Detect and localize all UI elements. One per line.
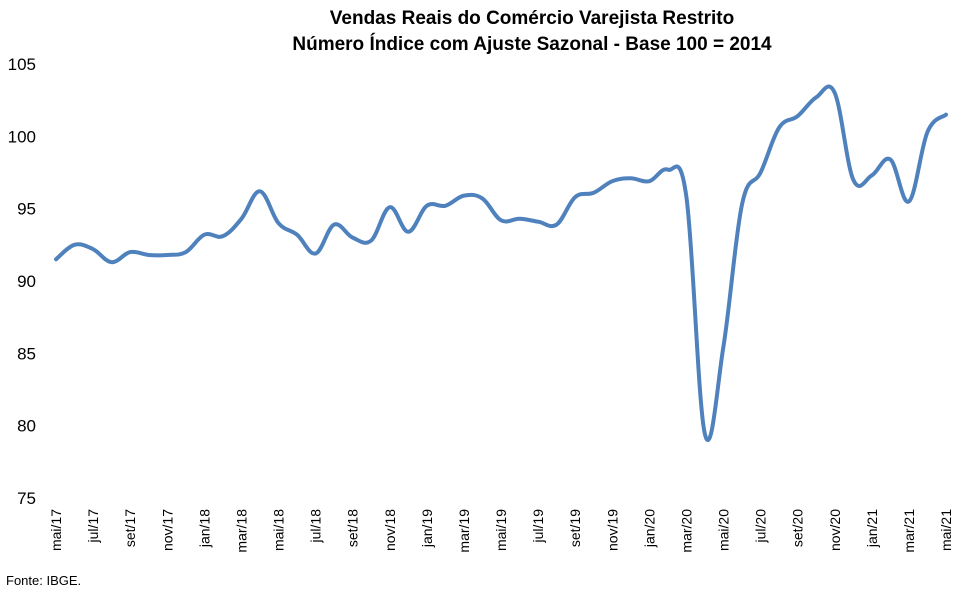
y-tick-label: 90 bbox=[17, 272, 36, 291]
chart-title: Vendas Reais do Comércio Varejista Restr… bbox=[329, 8, 735, 29]
x-tick-label: mai/17 bbox=[48, 509, 64, 551]
x-tick-label: mai/21 bbox=[938, 509, 954, 551]
x-tick-label: jan/19 bbox=[419, 509, 435, 548]
x-tick-label: mai/18 bbox=[271, 509, 287, 551]
y-tick-label: 95 bbox=[17, 200, 36, 219]
y-tick-label: 75 bbox=[17, 489, 36, 508]
data-points bbox=[54, 91, 948, 436]
y-tick-label: 80 bbox=[17, 417, 36, 436]
x-tick-label: mai/20 bbox=[716, 509, 732, 551]
y-tick-label: 105 bbox=[8, 55, 36, 74]
x-tick-label: set/19 bbox=[567, 509, 583, 547]
x-tick-label: set/20 bbox=[790, 509, 806, 547]
x-tick-label: set/17 bbox=[122, 509, 138, 547]
x-tick-label: jul/18 bbox=[308, 509, 324, 544]
x-tick-label: jan/21 bbox=[864, 509, 880, 548]
x-tick-label: nov/19 bbox=[604, 509, 620, 551]
x-tick-label: mar/21 bbox=[901, 509, 917, 553]
x-tick-label: set/18 bbox=[345, 509, 361, 547]
series-line bbox=[54, 84, 948, 443]
x-tick-label: jul/17 bbox=[85, 509, 101, 544]
x-axis-ticks: mai/17 jul/17 set/17 nov/17 jan/18 mar/18 mai/… bbox=[48, 509, 954, 553]
x-tick-label: jul/20 bbox=[753, 509, 769, 544]
y-tick-label: 100 bbox=[8, 127, 36, 146]
y-axis-ticks: 75 80 85 90 95 100 105 bbox=[8, 55, 36, 508]
chart-subtitle: Número Índice com Ajuste Sazonal - Base … bbox=[292, 34, 772, 55]
x-tick-label: mar/18 bbox=[233, 509, 249, 553]
x-tick-label: jan/18 bbox=[196, 509, 212, 548]
x-tick-label: nov/20 bbox=[827, 509, 843, 551]
y-tick-label: 85 bbox=[17, 344, 36, 363]
source-note: Fonte: IBGE. bbox=[6, 573, 82, 588]
x-tick-label: mar/19 bbox=[456, 509, 472, 553]
x-tick-label: nov/17 bbox=[159, 509, 175, 551]
x-tick-label: nov/18 bbox=[382, 509, 398, 551]
x-tick-label: mar/20 bbox=[678, 509, 694, 553]
x-tick-label: mai/19 bbox=[493, 509, 509, 551]
x-tick-label: jul/19 bbox=[530, 509, 546, 544]
x-tick-label: jan/20 bbox=[641, 509, 657, 548]
